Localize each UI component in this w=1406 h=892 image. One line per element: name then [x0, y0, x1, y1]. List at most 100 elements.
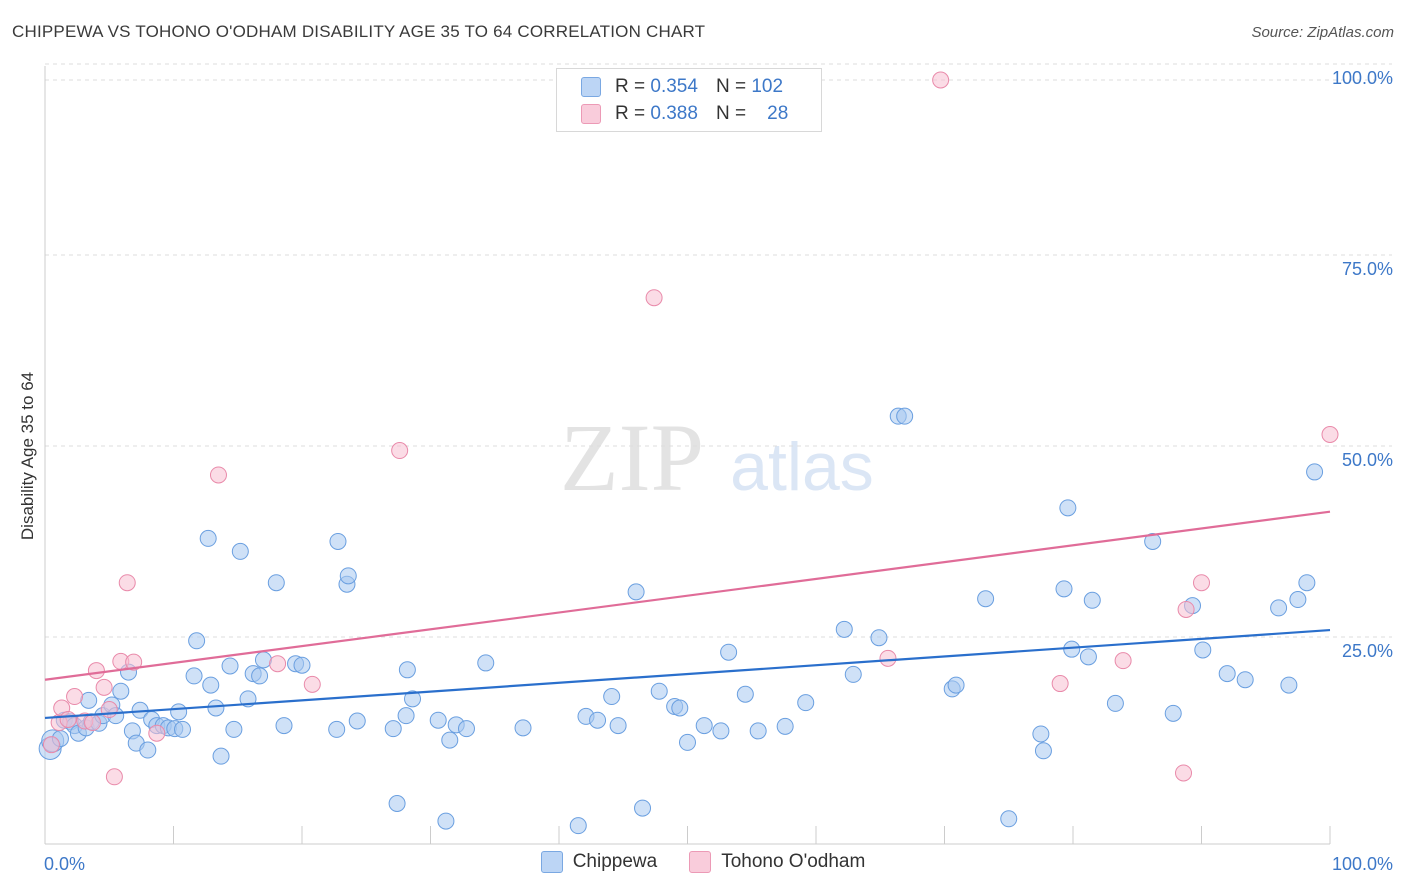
trend-lines	[44, 510, 1331, 720]
chippewa-point	[679, 733, 696, 751]
tohono-point	[148, 724, 166, 742]
tick-labels: 25.0% 50.0% 75.0% 100.0% 0.0% 100.0%	[44, 68, 1393, 874]
y-tick-label: 100.0%	[1332, 68, 1393, 88]
chippewa-point	[634, 799, 652, 817]
watermark-atlas: atlas	[730, 429, 874, 505]
chippewa-point	[348, 712, 366, 730]
chippewa-point	[1144, 532, 1162, 550]
chippewa-point	[627, 583, 645, 601]
legend-n-label: N =	[715, 103, 747, 124]
chippewa-point	[1059, 499, 1077, 517]
chart-source: Source: ZipAtlas.com	[1251, 24, 1394, 41]
tohono-point	[84, 714, 102, 732]
chippewa-point	[251, 667, 269, 685]
x-tick-label: 0.0%	[44, 854, 85, 874]
chippewa-point	[695, 717, 713, 735]
chippewa-point	[977, 590, 995, 608]
stats-legend: R = 0.354 N = 102 R = 0.388 N = 28	[556, 68, 822, 132]
chippewa-point	[404, 690, 422, 708]
chippewa-point	[844, 665, 862, 683]
tohono-point	[209, 466, 227, 484]
chippewa-point	[736, 685, 754, 703]
tohono-point	[879, 649, 897, 667]
chippewa-point	[749, 722, 767, 740]
series-legend-chippewa[interactable]: Chippewa	[540, 851, 658, 873]
tohono-point	[645, 289, 663, 307]
series-legend: Chippewa Tohono O'odham	[0, 851, 1406, 873]
chippewa-point	[477, 654, 495, 672]
tohono-point	[100, 701, 118, 719]
chippewa-point	[1289, 591, 1307, 609]
chippewa-point	[589, 711, 607, 729]
series-legend-tohono[interactable]: Tohono O'odham	[689, 851, 865, 873]
chippewa-point	[720, 643, 738, 661]
chippewa-point	[896, 407, 914, 425]
chippewa-point	[569, 817, 587, 835]
chippewa-point	[457, 720, 475, 738]
chippewa-point	[650, 682, 668, 700]
legend-row-chippewa: R = 0.354 N = 102	[581, 74, 783, 100]
chippewa-point	[671, 699, 689, 717]
chippewa-point	[328, 720, 346, 738]
chippewa-point	[1194, 641, 1212, 659]
tohono-point	[125, 653, 143, 671]
chippewa-point	[835, 620, 853, 638]
tohono-point	[269, 655, 287, 673]
chippewa-point	[397, 707, 415, 725]
chippewa-point	[80, 691, 98, 709]
chippewa-point	[275, 717, 293, 735]
chippewa-trend-line	[44, 628, 1331, 720]
tohono-point	[95, 678, 113, 696]
chippewa-point	[1055, 580, 1073, 598]
chippewa-point	[170, 703, 188, 721]
chippewa-point	[1164, 704, 1182, 722]
tohono-point	[1114, 652, 1132, 670]
legend-swatch-tohono	[581, 104, 601, 124]
tohono-point	[1175, 764, 1193, 782]
chippewa-point	[947, 676, 965, 694]
chippewa-point	[1218, 665, 1236, 683]
chippewa-point	[437, 812, 455, 830]
tohono-point	[59, 710, 77, 728]
chippewa-point	[202, 676, 220, 694]
series-name-chippewa: Chippewa	[572, 851, 658, 872]
chippewa-point	[112, 682, 130, 700]
chippewa-point	[776, 717, 794, 735]
y-tick-label: 50.0%	[1342, 450, 1393, 470]
tohono-point	[42, 736, 60, 754]
tohono-point	[118, 574, 136, 592]
chippewa-point	[212, 747, 230, 765]
tohono-point	[391, 442, 409, 460]
series-name-tohono: Tohono O'odham	[721, 851, 866, 872]
chippewa-point	[1280, 676, 1298, 694]
chippewa-point	[185, 667, 203, 685]
chippewa-point	[1034, 742, 1052, 760]
chippewa-point	[1000, 810, 1018, 828]
chippewa-point	[797, 694, 815, 712]
tohono-point	[1321, 425, 1339, 443]
chippewa-point	[1083, 591, 1101, 609]
legend-row-tohono: R = 0.388 N = 28	[581, 101, 788, 127]
axes	[44, 66, 1331, 845]
legend-r-value: 0.388	[650, 103, 698, 124]
chippewa-point	[293, 656, 311, 674]
tohono-point	[1193, 574, 1210, 592]
legend-n-label: N =	[715, 76, 747, 97]
chippewa-point	[1106, 694, 1124, 712]
chippewa-point	[514, 719, 532, 737]
chippewa-point	[388, 795, 406, 813]
chippewa-point	[1298, 574, 1316, 592]
chippewa-point	[384, 720, 402, 738]
chippewa-point	[207, 699, 225, 717]
chippewa-point	[609, 717, 627, 735]
chippewa-point	[254, 651, 272, 669]
tohono-trend-line	[44, 510, 1331, 681]
tohono-point	[105, 768, 123, 786]
y-tick-label: 75.0%	[1342, 259, 1393, 279]
chippewa-point	[1079, 648, 1097, 666]
chart-title: CHIPPEWA VS TOHONO O'ODHAM DISABILITY AG…	[12, 22, 706, 41]
legend-r-label: R =	[615, 103, 646, 124]
chippewa-point	[339, 567, 357, 585]
chippewa-point	[1270, 599, 1288, 617]
